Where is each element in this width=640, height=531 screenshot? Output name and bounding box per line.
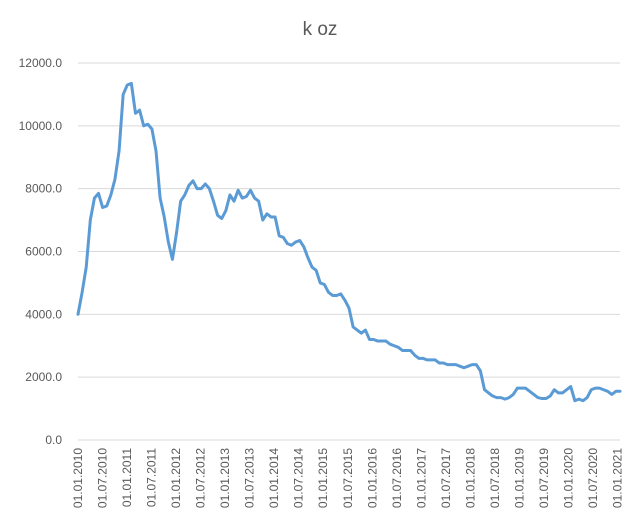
x-tick-label: 01.07.2016	[390, 448, 404, 508]
y-tick-label: 4000.0	[25, 307, 62, 321]
chart-title: k oz	[303, 19, 338, 40]
x-tick-label: 01.01.2010	[71, 448, 85, 508]
series-line	[76, 81, 622, 403]
x-tick-label: 01.07.2010	[96, 448, 110, 508]
x-tick-label: 01.01.2014	[267, 448, 281, 508]
x-tick-label: 01.07.2013	[243, 448, 257, 508]
y-axis-tick-labels: 0.0 2000.0 4000.0 6000.0 8000.0 10000.0 12000.…	[19, 56, 63, 447]
x-tick-label: 01.01.2020	[561, 448, 575, 508]
x-tick-label: 01.01.2013	[218, 448, 232, 508]
x-tick-label: 01.07.2011	[145, 448, 159, 507]
x-axis-tick-labels: 01.01.2010 01.07.2010 01.01.2011 01.07.2011…	[71, 448, 625, 508]
x-tick-label: 01.01.2015	[316, 448, 330, 508]
x-tick-label: 01.01.2012	[169, 448, 183, 508]
x-tick-label: 01.01.2021	[611, 448, 625, 508]
series-layer	[76, 81, 622, 403]
x-tick-label: 01.01.2017	[414, 448, 428, 508]
x-tick-label: 01.07.2018	[488, 448, 502, 508]
y-tick-label: 6000.0	[25, 245, 62, 259]
gridlines	[78, 62, 620, 441]
y-tick-label: 8000.0	[25, 182, 62, 196]
x-tick-label: 01.07.2020	[586, 448, 600, 508]
x-tick-label: 01.01.2016	[365, 448, 379, 508]
x-tick-label: 01.07.2012	[194, 448, 208, 508]
x-tick-label: 01.07.2019	[537, 448, 551, 508]
y-tick-label: 10000.0	[19, 119, 63, 133]
x-tick-label: 01.01.2011	[120, 448, 134, 507]
x-tick-label: 01.01.2019	[512, 448, 526, 508]
y-tick-label: 2000.0	[25, 370, 62, 384]
x-tick-label: 01.07.2015	[341, 448, 355, 508]
y-tick-label: 0.0	[45, 433, 62, 447]
x-tick-label: 01.01.2018	[463, 448, 477, 508]
x-tick-label: 01.07.2014	[292, 448, 306, 508]
y-tick-label: 12000.0	[19, 56, 63, 70]
x-tick-label: 01.07.2017	[439, 448, 453, 508]
